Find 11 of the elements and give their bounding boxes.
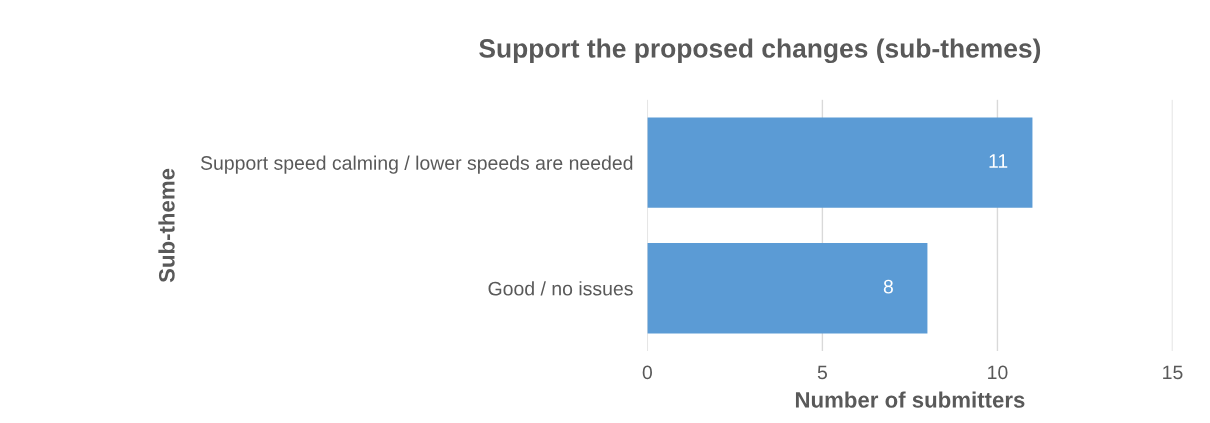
y-tick-label: Support speed calming / lower speeds are needed	[200, 155, 633, 174]
data-label: 11	[989, 154, 1008, 168]
chart-title: Support the proposed changes (sub-themes)	[479, 38, 1041, 64]
x-axis-title: Number of submitters	[795, 391, 1025, 408]
x-tick-label: 5	[817, 365, 827, 380]
x-tick-label: 10	[988, 365, 1008, 380]
x-tick-label: 0	[642, 365, 652, 380]
data-label: 8	[883, 279, 893, 294]
y-axis-title: Sub-theme	[158, 168, 175, 283]
x-tick-label: 15	[1163, 365, 1183, 380]
y-tick-label: Good / no issues	[488, 281, 633, 296]
